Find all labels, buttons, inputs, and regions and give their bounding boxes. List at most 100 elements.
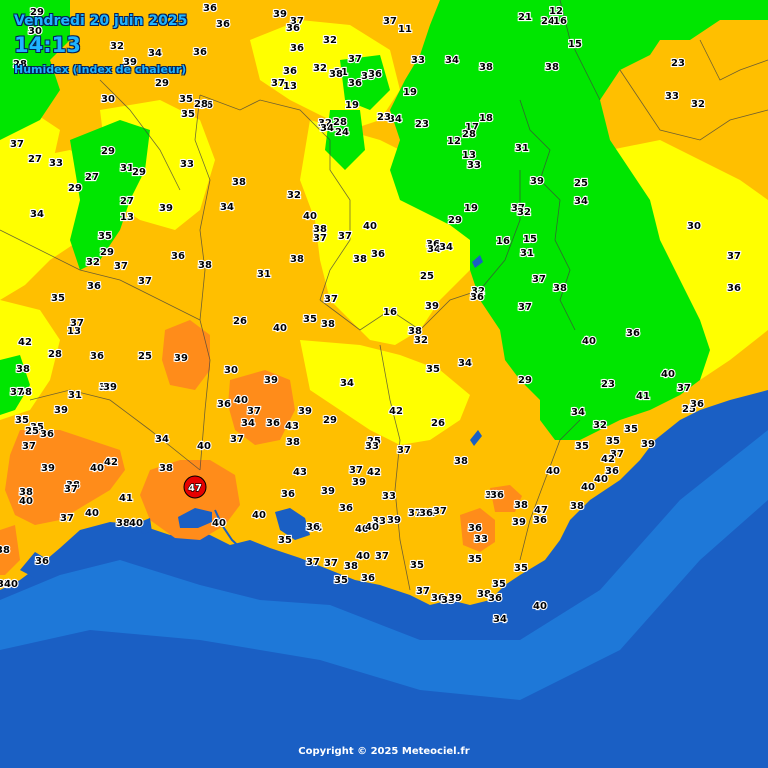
humidex-value: 36 bbox=[266, 418, 280, 429]
humidex-value: 39 bbox=[159, 203, 173, 214]
humidex-value: 36 bbox=[171, 251, 185, 262]
humidex-value: 35 bbox=[492, 579, 506, 590]
humidex-value: 36 bbox=[216, 19, 230, 30]
humidex-value: 40 bbox=[129, 518, 143, 529]
humidex-value: 37 bbox=[138, 276, 152, 287]
humidex-value: 29 bbox=[132, 167, 146, 178]
humidex-value: 36 bbox=[490, 490, 504, 501]
humidex-value: 39 bbox=[530, 176, 544, 187]
orange-zone bbox=[228, 370, 295, 445]
humidex-value: 36 bbox=[283, 66, 297, 77]
humidex-value: 32 bbox=[313, 63, 327, 74]
humidex-value: 35 bbox=[303, 314, 317, 325]
humidex-value: 40 bbox=[356, 551, 370, 562]
humidex-value: 38 bbox=[353, 254, 367, 265]
humidex-value: 38 bbox=[198, 260, 212, 271]
humidex-value: 38 bbox=[479, 62, 493, 73]
copyright: Copyright © 2025 Meteociel.fr bbox=[298, 746, 470, 757]
humidex-value: 13 bbox=[120, 212, 134, 223]
orange-zone bbox=[460, 508, 495, 552]
humidex-value: 39 bbox=[298, 406, 312, 417]
humidex-value: 16 bbox=[383, 307, 397, 318]
humidex-value: 40 bbox=[90, 463, 104, 474]
humidex-value: 42 bbox=[389, 406, 403, 417]
humidex-value: 30 bbox=[687, 221, 701, 232]
humidex-value: 38 bbox=[545, 62, 559, 73]
humidex-value: 40 bbox=[303, 211, 317, 222]
humidex-value: 37 bbox=[383, 16, 397, 27]
humidex-value: 36 bbox=[605, 466, 619, 477]
humidex-value: 36 bbox=[348, 78, 362, 89]
humidex-value: 34 bbox=[574, 196, 588, 207]
humidex-value: 38 bbox=[19, 487, 33, 498]
river bbox=[214, 509, 249, 556]
lake bbox=[470, 430, 482, 446]
humidex-value: 28 bbox=[462, 129, 476, 140]
humidex-value: 30 bbox=[101, 94, 115, 105]
humidex-value: 34 bbox=[148, 48, 162, 59]
humidex-value: 17 bbox=[465, 122, 479, 133]
humidex-value: 34 bbox=[30, 209, 44, 220]
humidex-value: 23 bbox=[671, 58, 685, 69]
orange-zone bbox=[490, 485, 522, 512]
humidex-value: 38 bbox=[514, 500, 528, 511]
humidex-value: 34 bbox=[493, 614, 507, 625]
humidex-value: 41 bbox=[119, 493, 133, 504]
humidex-value: 27 bbox=[85, 172, 99, 183]
humidex-value: 35 bbox=[606, 436, 620, 447]
humidex-value: 37 bbox=[114, 261, 128, 272]
humidex-value: 35 bbox=[334, 575, 348, 586]
humidex-value: 37 bbox=[338, 231, 352, 242]
humidex-value: 19 bbox=[464, 203, 478, 214]
humidex-value: 35 bbox=[575, 441, 589, 452]
humidex-value: 32 bbox=[414, 335, 428, 346]
lagoon bbox=[20, 552, 45, 578]
humidex-value: 40 bbox=[582, 336, 596, 347]
humidex-value: 35 bbox=[15, 415, 29, 426]
humidex-value: 29 bbox=[518, 375, 532, 386]
humidex-value: 34 bbox=[445, 55, 459, 66]
lagoon bbox=[275, 508, 310, 540]
humidex-value: 38 bbox=[116, 518, 130, 529]
humidex-value: 35 bbox=[98, 231, 112, 242]
humidex-value: 24 bbox=[335, 127, 349, 138]
humidex-value: 23 bbox=[601, 379, 615, 390]
humidex-value: 36 bbox=[419, 508, 433, 519]
humidex-value: 38 bbox=[553, 283, 567, 294]
humidex-value: 37 bbox=[532, 274, 546, 285]
humidex-value: 32 bbox=[318, 118, 332, 129]
humidex-value: 39 bbox=[448, 593, 462, 604]
humidex-value: 38 bbox=[344, 561, 358, 572]
humidex-value: 39 bbox=[41, 463, 55, 474]
humidex-value: 32 bbox=[517, 207, 531, 218]
humidex-value: 43 bbox=[285, 421, 299, 432]
humidex-value: 37 bbox=[375, 551, 389, 562]
humidex-value: 33 bbox=[0, 579, 11, 590]
yellow-zone bbox=[300, 340, 470, 445]
humidex-value: 25 bbox=[420, 271, 434, 282]
humidex-value: 40 bbox=[533, 601, 547, 612]
humidex-value: 26 bbox=[233, 316, 247, 327]
humidex-value: 37 bbox=[349, 465, 363, 476]
humidex-value: 29 bbox=[100, 247, 114, 258]
humidex-value: 23 bbox=[415, 119, 429, 130]
humidex-value: 33 bbox=[441, 595, 455, 606]
humidex-value: 21 bbox=[518, 12, 532, 23]
humidex-value: 13 bbox=[283, 81, 297, 92]
humidex-value: 37 bbox=[230, 434, 244, 445]
yellow-zone bbox=[300, 120, 520, 345]
humidex-value: 37 bbox=[408, 508, 422, 519]
humidex-value: 38 bbox=[286, 437, 300, 448]
humidex-value: 36 bbox=[488, 593, 502, 604]
humidex-value: 32 bbox=[691, 99, 705, 110]
humidex-value: 38 bbox=[321, 319, 335, 330]
humidex-value: 25 bbox=[25, 426, 39, 437]
department-borders bbox=[0, 0, 768, 591]
humidex-value: 39 bbox=[273, 9, 287, 20]
humidex-value: 32 bbox=[471, 286, 485, 297]
humidex-value: 34 bbox=[340, 378, 354, 389]
map-date: Vendredi 20 juin 2025 bbox=[14, 13, 188, 29]
humidex-value: 19 bbox=[403, 87, 417, 98]
humidex-value: 37 bbox=[313, 233, 327, 244]
orange-zone bbox=[162, 320, 210, 390]
